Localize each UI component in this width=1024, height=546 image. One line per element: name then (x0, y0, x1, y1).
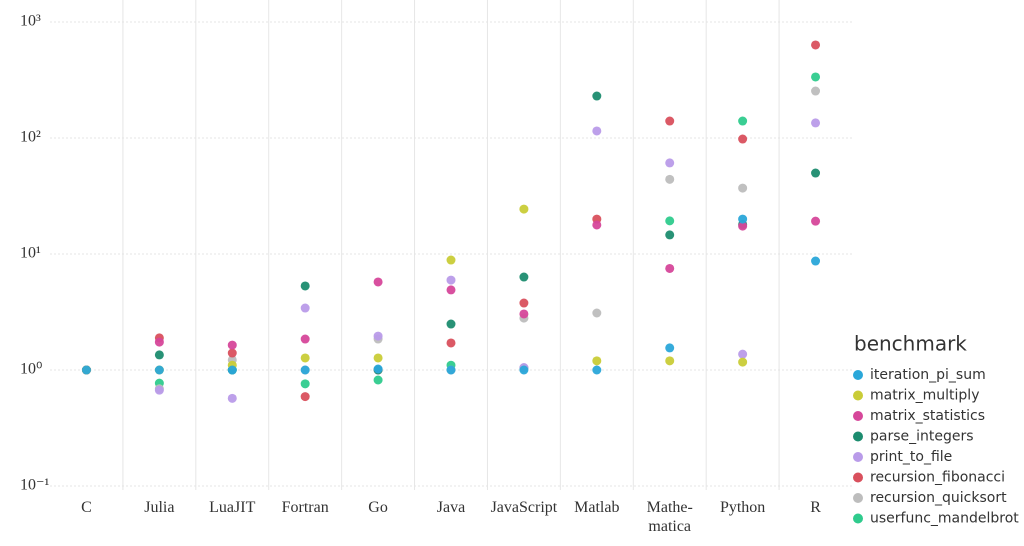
dot (446, 338, 456, 348)
legend-swatch (853, 472, 863, 483)
dot (446, 365, 456, 375)
legend-label: print_to_file (870, 449, 952, 465)
legend-label: iteration_pi_sum (870, 367, 986, 383)
dot (300, 353, 310, 363)
dot (519, 309, 529, 319)
x-tick-label: Fortran (281, 499, 329, 516)
dot (592, 356, 602, 366)
legend-label: parse_integers (870, 429, 974, 445)
dot (665, 356, 675, 366)
dot (738, 183, 748, 193)
x-tick-label: Julia (144, 499, 175, 516)
legend-label: userfunc_mandelbrot (870, 511, 1019, 527)
dot (738, 357, 748, 367)
dot (665, 343, 675, 353)
dot (811, 86, 821, 96)
dot (811, 216, 821, 226)
dot (738, 134, 748, 144)
dot (227, 348, 237, 358)
y-tick-label: 10⁰ (20, 361, 42, 378)
dot (592, 220, 602, 230)
legend-label: matrix_multiply (870, 388, 979, 404)
dot (519, 298, 529, 308)
x-tick-label: Java (436, 499, 466, 516)
dot (300, 379, 310, 389)
dot (300, 392, 310, 402)
dot (300, 281, 310, 291)
legend-swatch (853, 390, 863, 401)
legend-swatch (853, 493, 863, 503)
dot (811, 118, 821, 128)
dot (227, 340, 237, 350)
legend-label: recursion_quicksort (870, 490, 1007, 506)
dot (665, 230, 675, 240)
legend-swatch (853, 452, 863, 462)
dot (227, 393, 237, 403)
dot (373, 353, 383, 363)
dot (811, 40, 821, 50)
dot (811, 168, 821, 178)
y-tick-label: 10² (20, 129, 41, 146)
legend-swatch (853, 431, 863, 442)
x-tick-label: C (81, 499, 92, 516)
dot (373, 331, 383, 341)
dot (519, 272, 529, 282)
legend-title: benchmark (854, 332, 967, 356)
dot (154, 365, 164, 375)
y-tick-label: 10³ (20, 13, 41, 30)
dot (519, 204, 529, 214)
dot (592, 365, 602, 375)
x-tick-label: Go (368, 499, 388, 516)
legend-label: matrix_statistics (870, 408, 985, 424)
x-tick-label: Mathe-matica (646, 499, 693, 535)
dot (81, 365, 91, 375)
dot (154, 350, 164, 360)
dot (738, 214, 748, 224)
dot (592, 126, 602, 136)
dot (665, 158, 675, 168)
x-tick-label: Python (719, 499, 766, 516)
dot (154, 337, 164, 347)
dot (300, 303, 310, 313)
dot (811, 72, 821, 82)
dot (373, 277, 383, 287)
dot (665, 174, 675, 184)
dot (738, 116, 748, 126)
dot (738, 221, 748, 231)
y-tick-label: 10¹ (20, 245, 41, 262)
dot (227, 365, 237, 375)
dot (592, 91, 602, 101)
dot (373, 364, 383, 374)
legend-swatch (853, 370, 863, 380)
x-tick-label: LuaJIT (209, 499, 256, 516)
legend-label: recursion_fibonacci (870, 470, 1005, 486)
dot (738, 349, 748, 359)
dot (446, 319, 456, 329)
dot (811, 256, 821, 266)
x-tick-label: Matlab (574, 499, 620, 516)
dot (300, 334, 310, 344)
x-tick-label: R (810, 499, 821, 516)
dot (446, 275, 456, 285)
dot (446, 255, 456, 265)
dot (446, 285, 456, 295)
legend-swatch (853, 513, 863, 524)
dot (665, 216, 675, 226)
dot (519, 365, 529, 375)
dot (373, 375, 383, 385)
dot (300, 365, 310, 375)
dot (665, 116, 675, 126)
dot (665, 263, 675, 273)
x-tick-label: JavaScript (490, 499, 558, 516)
dot (592, 308, 602, 318)
y-tick-label: 10⁻¹ (20, 477, 49, 494)
dot (154, 385, 164, 395)
legend-swatch (853, 411, 863, 421)
